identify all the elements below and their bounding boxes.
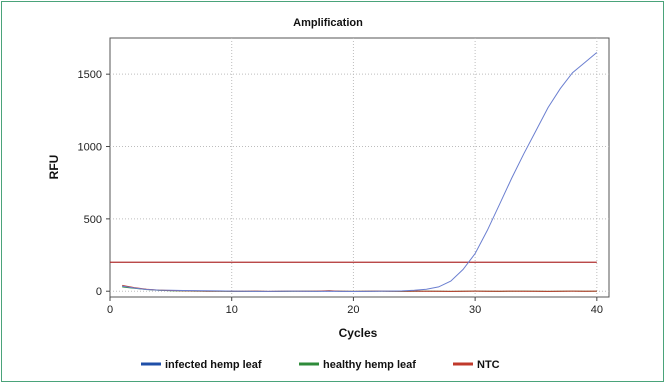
chart-legend: infected hemp leaf healthy hemp leaf NTC (141, 359, 500, 371)
y-tick-label: 500 (84, 214, 102, 226)
x-axis-label: Cycles (339, 326, 378, 340)
x-tick-label: 0 (107, 304, 113, 316)
legend-label: healthy hemp leaf (323, 359, 416, 371)
x-tick-label: 10 (226, 304, 238, 316)
x-tick-label: 20 (347, 304, 359, 316)
y-axis-label: RFU (47, 155, 61, 180)
chart-title: Amplification (293, 17, 363, 29)
y-tick-label: 0 (96, 286, 102, 298)
x-tick-label: 30 (469, 304, 481, 316)
y-tick-label: 1500 (78, 69, 102, 81)
y-tick-label: 1000 (78, 142, 102, 154)
plot-area: 0 10 20 30 40 0 500 1000 1500 (78, 37, 610, 316)
series-line-infected-hemp-leaf (122, 52, 598, 293)
legend-label: infected hemp leaf (165, 359, 262, 371)
plot-background (109, 37, 610, 298)
x-tick-label: 40 (591, 304, 603, 316)
legend-label: NTC (477, 359, 500, 371)
